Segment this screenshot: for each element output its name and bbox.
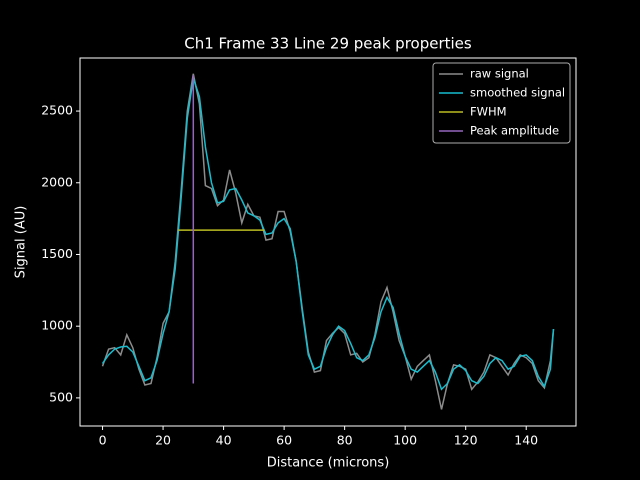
y-tick-label: 2000: [41, 174, 73, 189]
chart-title: Ch1 Frame 33 Line 29 peak properties: [184, 35, 472, 53]
y-tick-label: 1500: [41, 246, 73, 261]
x-tick-label: 80: [337, 433, 353, 448]
y-axis-label: Signal (AU): [14, 206, 29, 279]
legend-label: raw signal: [470, 67, 529, 81]
x-tick-label: 40: [216, 433, 232, 448]
series-line: [101, 77, 555, 391]
x-tick-label: 140: [514, 433, 538, 448]
y-tick-label: 500: [49, 389, 73, 404]
legend-label: FWHM: [470, 105, 507, 119]
legend-label: Peak amplitude: [470, 124, 559, 138]
x-tick-label: 60: [276, 433, 292, 448]
plot-frame: [79, 57, 577, 427]
y-tick-label: 1000: [41, 318, 73, 333]
x-tick-label: 20: [155, 433, 171, 448]
x-tick-label: 120: [454, 433, 478, 448]
legend-label: smoothed signal: [470, 86, 565, 100]
x-tick-label: 0: [99, 433, 107, 448]
y-tick-label: 2500: [41, 103, 73, 118]
x-tick-label: 100: [393, 433, 417, 448]
x-axis-label: Distance (microns): [267, 456, 390, 471]
legend-box: [432, 62, 571, 144]
